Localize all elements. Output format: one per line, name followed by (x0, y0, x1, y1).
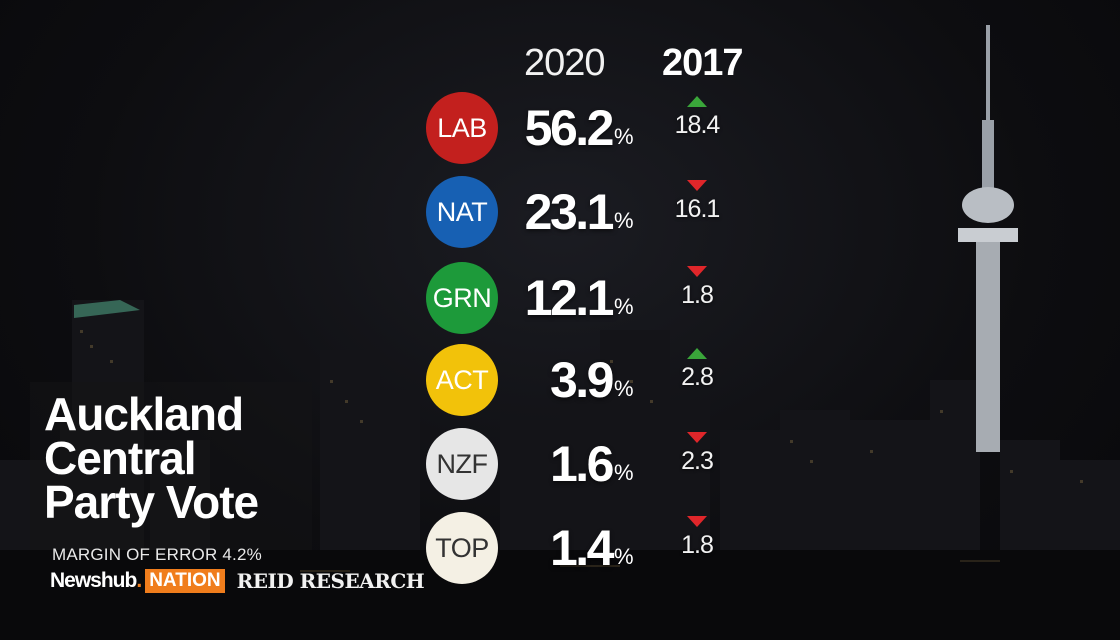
percent-sign: % (614, 294, 634, 319)
vote-percent: 23.1 (524, 184, 615, 240)
change-indicator: 1.8 (672, 266, 722, 310)
party-badge: NAT (426, 176, 498, 248)
triangle-up-icon (687, 348, 707, 359)
title-line-3: Party Vote (44, 476, 259, 528)
party-row: NAT 23.1 % 16.1 (0, 176, 1120, 260)
party-row: LAB 56.2 % 18.4 (0, 92, 1120, 176)
percent-sign: % (614, 544, 634, 569)
percent-sign: % (614, 208, 634, 233)
current-year-header: 2020 (524, 42, 606, 84)
vote-percent: 3.9 (549, 352, 615, 408)
previous-year-header: 2017 (662, 42, 744, 84)
party-badge: LAB (426, 92, 498, 164)
title-panel (30, 382, 312, 550)
change-indicator: 2.8 (672, 348, 722, 392)
poll-title: Auckland Central Party Vote (44, 388, 324, 528)
newshub-logo-dot: . (136, 569, 142, 592)
title-line-2: Central (44, 432, 196, 484)
margin-of-error: MARGIN OF ERROR 4.2% (52, 545, 262, 564)
party-badge: ACT (426, 344, 498, 416)
triangle-down-icon (687, 432, 707, 443)
newshub-logo: Newshub. (50, 569, 142, 593)
reid-research-logo: REID RESEARCH (236, 569, 425, 593)
change-indicator: 1.8 (672, 516, 722, 560)
change-indicator: 18.4 (672, 96, 722, 140)
change-indicator: 2.3 (672, 432, 722, 476)
party-badge: TOP (426, 512, 498, 584)
party-row: ACT 3.9 % 2.8 (0, 344, 1120, 428)
newshub-logo-text: Newshub (50, 569, 137, 592)
nation-logo: NATION (145, 569, 225, 593)
party-row: NZF 1.6 % 2.3 (0, 428, 1120, 512)
vote-percent: 56.2 (524, 100, 615, 156)
change-value: 1.8 (681, 531, 714, 559)
triangle-down-icon (687, 180, 707, 191)
change-value: 2.3 (681, 447, 714, 475)
change-value: 1.8 (681, 281, 714, 309)
vote-percent: 12.1 (524, 270, 615, 326)
percent-sign: % (614, 376, 634, 401)
party-badge: NZF (426, 428, 498, 500)
party-row: TOP 1.4 % 1.8 (0, 512, 1120, 596)
percent-sign: % (614, 124, 634, 149)
change-value: 18.4 (674, 111, 721, 139)
triangle-up-icon (687, 96, 707, 107)
percent-sign: % (614, 460, 634, 485)
change-indicator: 16.1 (672, 180, 722, 224)
title-line-1: Auckland (44, 388, 244, 440)
party-row: GRN 12.1 % 1.8 (0, 262, 1120, 346)
party-badge: GRN (426, 262, 498, 334)
vote-percent: 1.6 (549, 436, 615, 492)
change-value: 2.8 (681, 363, 714, 391)
change-value: 16.1 (674, 195, 721, 223)
vote-percent: 1.4 (549, 520, 615, 576)
triangle-down-icon (687, 266, 707, 277)
triangle-down-icon (687, 516, 707, 527)
broadcaster-logos: Newshub. NATION REID RESEARCH (50, 568, 425, 594)
